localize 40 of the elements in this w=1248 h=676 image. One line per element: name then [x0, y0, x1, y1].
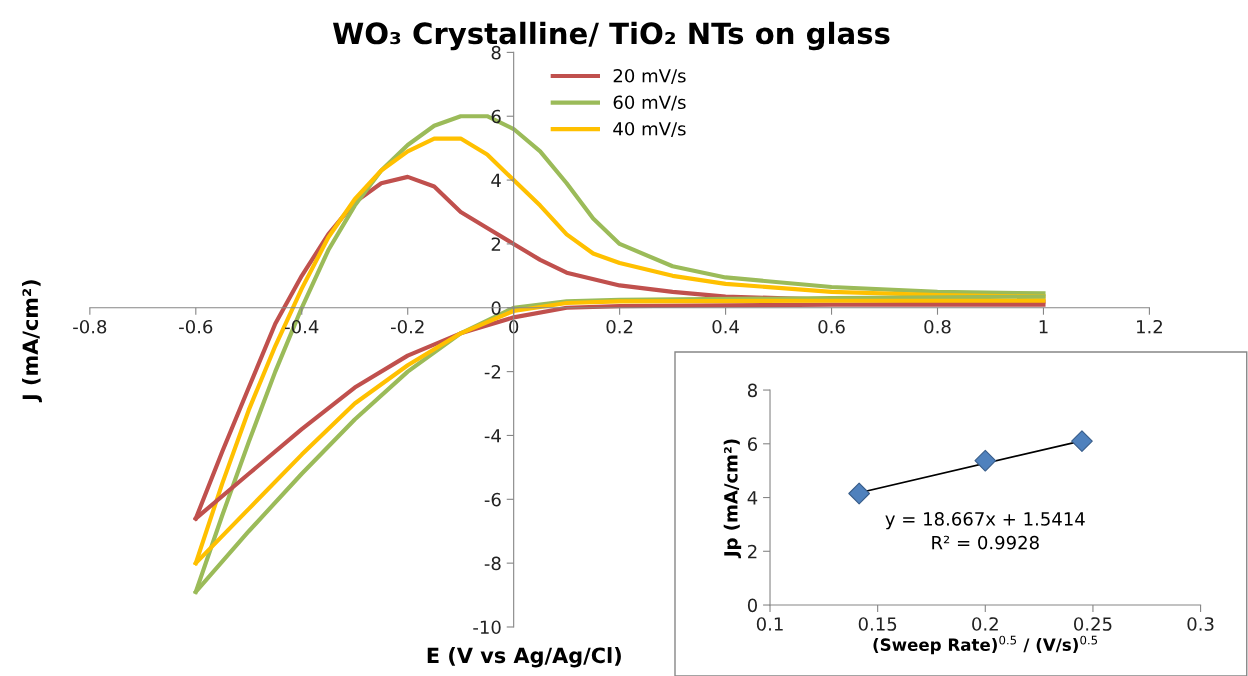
point [974, 449, 997, 472]
annotation: y = 18.667x + 1.5414 [885, 512, 1085, 530]
point [1071, 430, 1093, 452]
y-tick-label: -8 [484, 556, 501, 571]
x-tick-label: 0.4 [712, 319, 739, 334]
y-tick-label: 6 [747, 437, 758, 451]
y-axis-title: Jp (mA/cm²) [723, 439, 742, 559]
y-tick-label: -6 [484, 492, 501, 507]
y-tick-label: 2 [491, 237, 501, 251]
x-tick-label: -0.2 [390, 319, 424, 334]
x-tick-label: 0.8 [924, 319, 951, 334]
x-tick-label: -0.6 [179, 319, 213, 334]
x-tick-label: 0.2 [606, 319, 633, 334]
y-tick-label: -10 [473, 620, 501, 635]
x-tick-label: 0.2 [972, 617, 998, 631]
y-tick-label: 4 [491, 173, 501, 187]
y-tick-label: -4 [484, 429, 501, 443]
legend-label: 40 mV/s [613, 121, 686, 138]
x-tick-label: -0.8 [73, 319, 107, 334]
x-axis-title: (Sweep Rate)$^{0.5}$ / (V/s)$^{0.5}$ [873, 635, 1098, 655]
x-tick-label: 0.25 [1074, 617, 1112, 631]
x-tick-label: 0.3 [1187, 617, 1214, 631]
x-tick-label: 1 [1039, 320, 1048, 334]
point [848, 482, 870, 505]
y-axis-title: J (mA/cm²) [22, 280, 43, 403]
y-tick-label: 4 [747, 491, 758, 505]
x-tick-label: 0.1 [756, 617, 783, 631]
x-tick-label: 0.6 [818, 319, 845, 334]
legend-label: 20 mV/s [613, 68, 686, 85]
y-tick-label: -2 [484, 365, 501, 379]
x-tick-label: 0 [509, 319, 519, 334]
annotation: R² = 0.9928 [932, 535, 1039, 550]
y-tick-label: 2 [748, 544, 757, 559]
y-tick-label: 0 [491, 301, 501, 315]
x-tick-label: 1.2 [1137, 319, 1162, 334]
x-tick-label: 0.15 [858, 617, 897, 631]
y-tick-label: 8 [747, 383, 757, 398]
legend-label: 60 mV/s [613, 95, 686, 111]
x-axis-title: E (V vs Ag/Ag/Cl) [427, 647, 621, 668]
y-tick-label: 0 [747, 598, 758, 613]
